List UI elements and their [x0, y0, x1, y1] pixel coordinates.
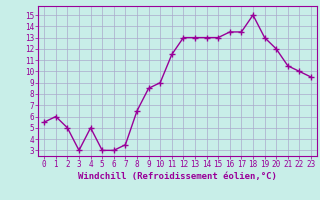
X-axis label: Windchill (Refroidissement éolien,°C): Windchill (Refroidissement éolien,°C)	[78, 172, 277, 181]
